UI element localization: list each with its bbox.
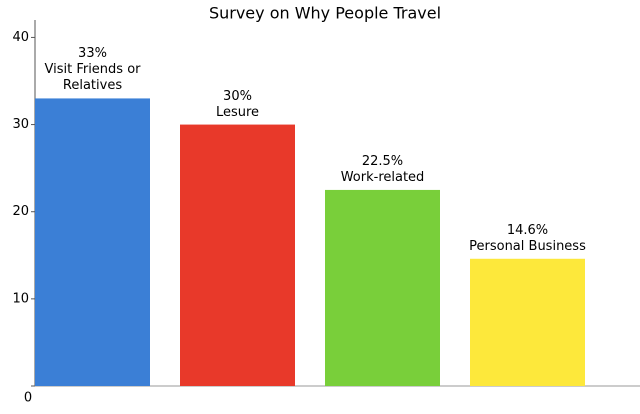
category-label: Personal Business bbox=[469, 238, 586, 254]
value-label: 30% bbox=[223, 88, 252, 104]
y-tick-label: 10 bbox=[12, 291, 29, 306]
bar bbox=[180, 124, 295, 387]
value-label: 33% bbox=[78, 46, 107, 62]
category-label: Visit Friends or Relatives bbox=[44, 62, 141, 94]
category-label: Lesure bbox=[215, 104, 260, 120]
bar-label: 14.6% Personal Business bbox=[455, 223, 600, 255]
bar-label: 22.5% Work-related bbox=[310, 154, 455, 186]
bar bbox=[35, 98, 150, 386]
y-tick-label: 40 bbox=[12, 30, 29, 45]
y-tick-label: 30 bbox=[12, 117, 29, 132]
y-tick-label: 0 bbox=[24, 391, 32, 406]
bar-label: 30% Lesure bbox=[165, 89, 310, 121]
bar bbox=[470, 258, 585, 386]
value-label: 22.5% bbox=[361, 153, 404, 169]
bar bbox=[325, 189, 440, 386]
value-label: 14.6% bbox=[506, 222, 549, 238]
bar-label: 33% Visit Friends or Relatives bbox=[20, 46, 165, 94]
chart-title: Survey on Why People Travel bbox=[209, 4, 441, 23]
category-label: Work-related bbox=[340, 169, 425, 185]
y-tick-label: 20 bbox=[12, 204, 29, 219]
